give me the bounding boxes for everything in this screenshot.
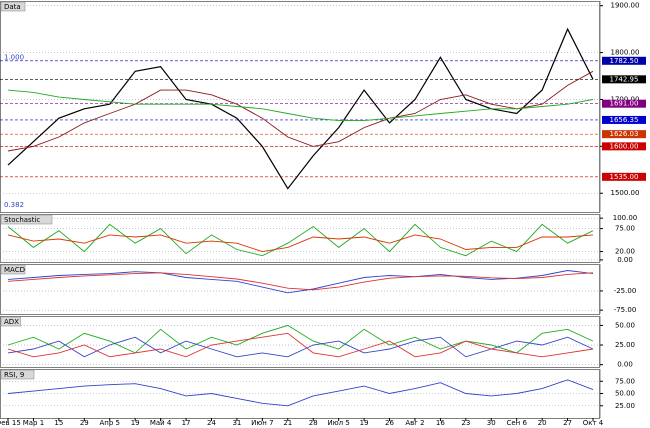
series-line: [7, 270, 594, 294]
x-tick-label: Июн 7: [251, 419, 273, 427]
panel-title: RSI, 9: [4, 371, 24, 379]
panel-title: Stochastic: [4, 216, 40, 224]
y-tick-label: 50.00: [615, 390, 635, 398]
level-tag: [602, 75, 646, 84]
level-label: 1626.03: [610, 130, 639, 138]
series-line: [7, 27, 594, 190]
y-tick-label: 0.00: [617, 256, 633, 264]
level-label: 1535.00: [610, 173, 639, 181]
x-tick-label: 28: [309, 419, 318, 427]
y-tick-label: 50.00: [615, 321, 635, 329]
x-tick-label: 27: [563, 419, 572, 427]
panel-title-box: [0, 264, 26, 275]
level-label: 1656.35: [610, 116, 639, 124]
panel-title: MACD: [4, 266, 25, 274]
x-tick-label: Фев 15: [0, 419, 21, 427]
y-tick-label: -75.00: [614, 306, 637, 314]
y-tick-label: -25.00: [614, 287, 637, 295]
x-tick-label: 15: [54, 419, 63, 427]
x-tick-label: Окт 4: [583, 419, 604, 427]
x-tick-label: Апр 5: [99, 419, 120, 427]
series-line: [7, 89, 594, 122]
x-tick-label: 16: [436, 419, 445, 427]
x-tick-label: Май 4: [150, 419, 172, 427]
x-tick-label: Авг 2: [405, 419, 424, 427]
level-label: 1782.50: [610, 57, 639, 65]
x-tick-label: 26: [385, 419, 394, 427]
y-tick-label: 1900.00: [611, 2, 640, 10]
level-label: 1742.95: [610, 75, 639, 83]
x-tick-label: 17: [182, 419, 191, 427]
x-tick-label: Мар 1: [23, 419, 44, 427]
y-tick-label: 75.00: [615, 377, 635, 385]
level-tag: [602, 142, 646, 151]
panel-title-box: [0, 1, 26, 12]
panel-title-box: [0, 316, 21, 327]
series-line: [7, 379, 594, 407]
panel-title-box: [0, 369, 35, 380]
x-tick-label: 20: [538, 419, 547, 427]
x-tick-label: 19: [131, 419, 140, 427]
series-line: [7, 70, 594, 152]
x-tick-label: Июл 5: [328, 419, 350, 427]
y-tick-label: 25.00: [615, 341, 635, 349]
level-tag: [602, 115, 646, 124]
series-line: [7, 324, 594, 354]
fib-label: 0.382: [4, 201, 24, 209]
y-tick-label: 100.00: [613, 214, 638, 222]
series-line: [7, 336, 594, 358]
level-label: 1600.00: [610, 142, 639, 150]
x-tick-label: 21: [283, 419, 292, 427]
fib-label: 1.000: [4, 53, 24, 61]
y-tick-label: 0.00: [617, 361, 633, 369]
level-tag: [602, 99, 646, 108]
y-tick-label: 20.00: [615, 248, 635, 256]
series-line: [7, 223, 594, 257]
series-line: [7, 332, 594, 358]
level-tag: [602, 130, 646, 139]
y-tick-label: 1800.00: [611, 49, 640, 57]
x-tick-label: 24: [207, 419, 216, 427]
x-tick-label: 19: [360, 419, 369, 427]
panel-title: Data: [4, 3, 21, 11]
y-tick-label: 1700.00: [611, 95, 640, 103]
y-tick-label: 1500.00: [611, 189, 640, 197]
panel-title: ADX: [4, 318, 19, 326]
level-tag: [602, 172, 646, 181]
y-tick-label: 75.00: [615, 225, 635, 233]
series-line: [7, 234, 594, 253]
x-tick-label: 23: [461, 419, 470, 427]
series-line: [7, 272, 594, 291]
level-tag: [602, 56, 646, 65]
x-tick-label: 30: [487, 419, 496, 427]
x-tick-label: Сен 6: [506, 419, 527, 427]
x-tick-label: 31: [232, 419, 241, 427]
x-tick-label: 29: [80, 419, 89, 427]
y-tick-label: 25.00: [615, 402, 635, 410]
level-label: 1691.00: [610, 100, 639, 108]
panel-title-box: [0, 214, 53, 225]
